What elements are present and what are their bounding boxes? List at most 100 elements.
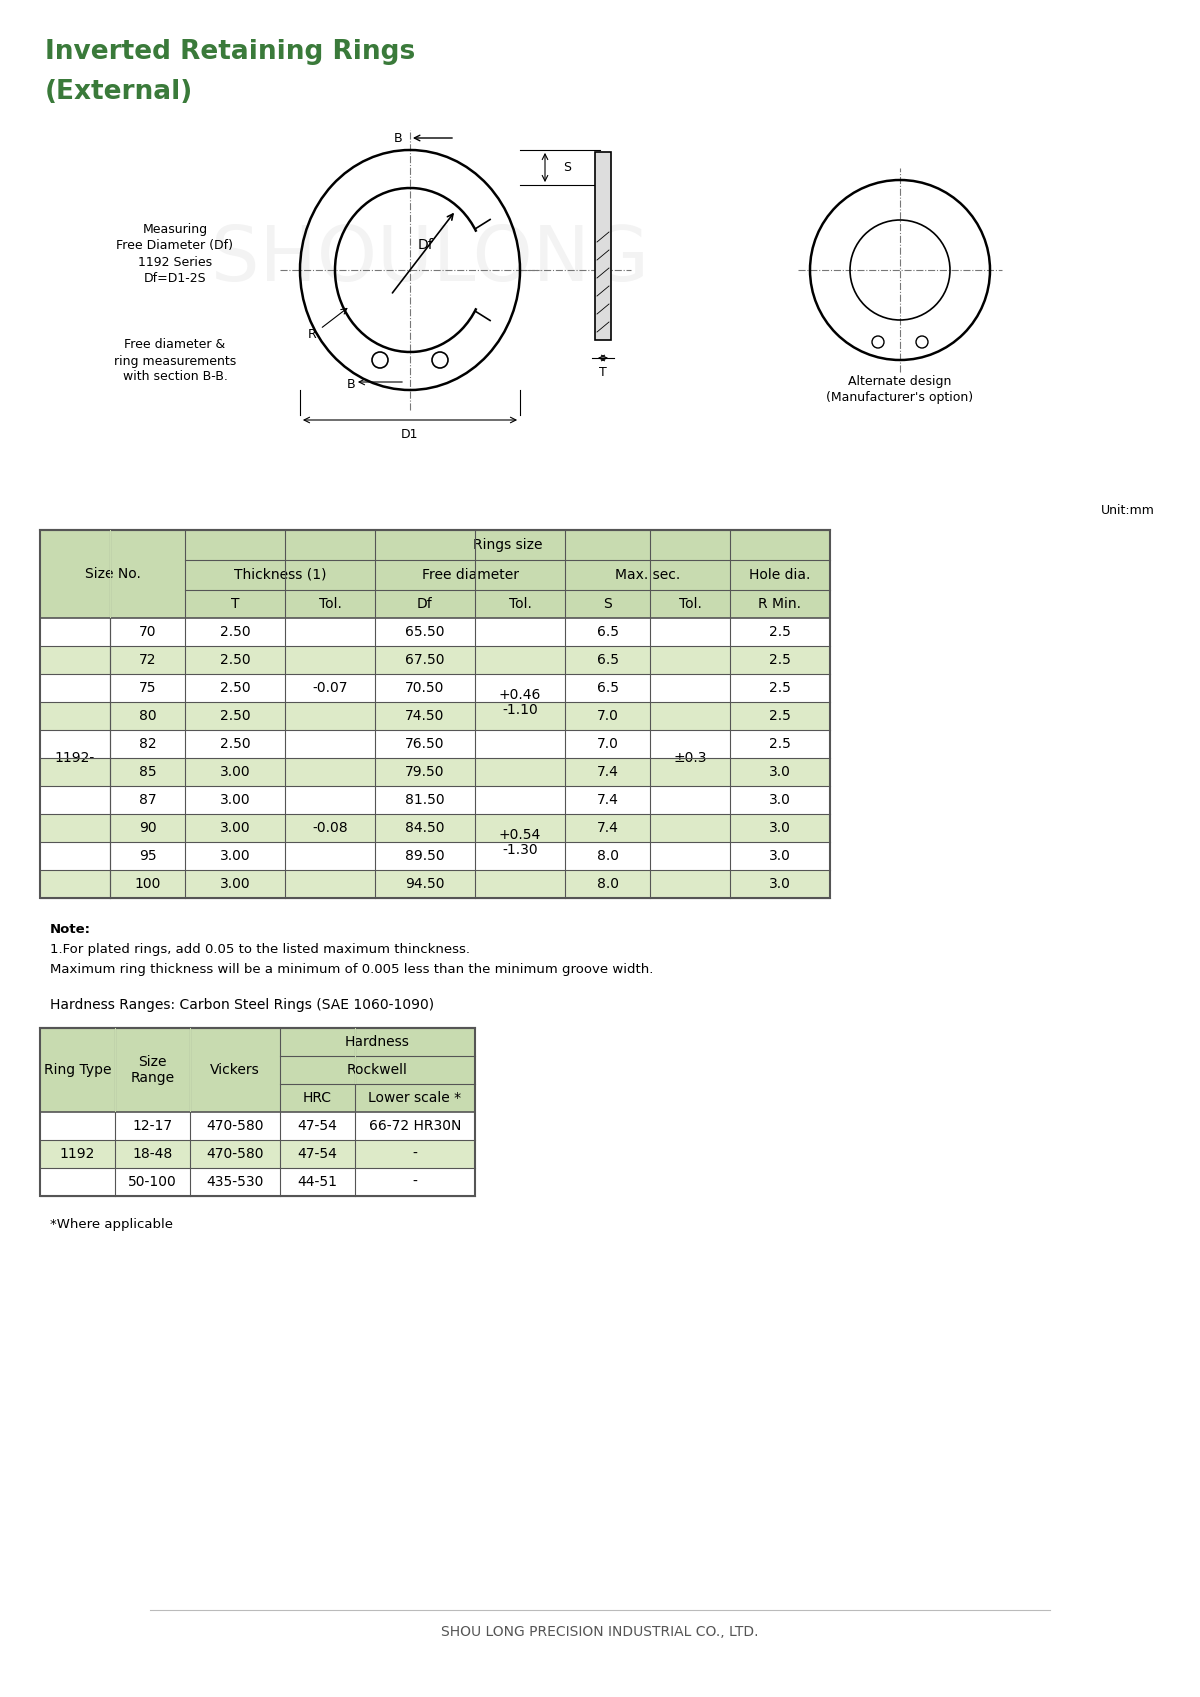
Bar xyxy=(280,1168,355,1196)
Text: 3.00: 3.00 xyxy=(220,792,251,808)
Text: T: T xyxy=(599,365,607,378)
Bar xyxy=(190,1028,280,1056)
Bar xyxy=(286,647,374,674)
Text: 3.0: 3.0 xyxy=(769,821,791,835)
Bar xyxy=(650,703,730,730)
Text: 1.For plated rings, add 0.05 to the listed maximum thinckness.: 1.For plated rings, add 0.05 to the list… xyxy=(50,944,470,955)
Bar xyxy=(40,1112,115,1140)
Bar xyxy=(650,786,730,815)
Bar xyxy=(40,1168,115,1196)
Bar xyxy=(115,1140,190,1168)
Bar xyxy=(730,591,830,618)
Text: 87: 87 xyxy=(139,792,156,808)
Text: 3.0: 3.0 xyxy=(769,792,791,808)
Bar xyxy=(374,618,475,647)
Bar xyxy=(286,618,374,647)
Text: Free diameter &: Free diameter & xyxy=(125,338,226,351)
Text: Df=D1-2S: Df=D1-2S xyxy=(144,272,206,285)
Text: 2.5: 2.5 xyxy=(769,709,791,723)
Bar xyxy=(110,842,185,871)
Text: -: - xyxy=(413,1147,418,1161)
Text: 2.50: 2.50 xyxy=(220,624,251,640)
Bar xyxy=(40,1028,475,1196)
Text: ring measurements: ring measurements xyxy=(114,355,236,368)
Text: Measuring: Measuring xyxy=(143,224,208,236)
Bar xyxy=(565,786,650,815)
Text: 435-530: 435-530 xyxy=(206,1174,264,1190)
Bar xyxy=(280,1112,355,1140)
Bar xyxy=(565,730,650,759)
Text: 75: 75 xyxy=(139,680,156,696)
Bar xyxy=(595,153,611,339)
Text: Note:: Note: xyxy=(50,923,91,937)
Text: Max. sec.: Max. sec. xyxy=(614,568,680,582)
Text: 89.50: 89.50 xyxy=(406,848,445,864)
Bar xyxy=(40,647,110,674)
Text: 100: 100 xyxy=(134,877,161,891)
Text: 1192: 1192 xyxy=(60,1147,95,1161)
Bar xyxy=(190,1168,280,1196)
Bar xyxy=(475,730,565,759)
Bar xyxy=(115,1112,190,1140)
Bar xyxy=(355,1056,475,1084)
Text: B: B xyxy=(394,131,402,144)
Text: 6.5: 6.5 xyxy=(596,624,618,640)
Text: Df: Df xyxy=(418,597,433,611)
Text: Inverted Retaining Rings: Inverted Retaining Rings xyxy=(46,39,415,64)
Text: Unit:mm: Unit:mm xyxy=(1102,504,1154,516)
Text: 2.50: 2.50 xyxy=(220,709,251,723)
Bar xyxy=(650,591,730,618)
Bar xyxy=(185,618,286,647)
Text: 3.00: 3.00 xyxy=(220,765,251,779)
Bar xyxy=(40,1084,115,1112)
Text: 2.5: 2.5 xyxy=(769,653,791,667)
Text: SHOULONG: SHOULONG xyxy=(211,222,649,297)
Bar xyxy=(286,759,374,786)
Bar xyxy=(650,618,730,647)
Text: 70: 70 xyxy=(139,624,156,640)
Text: +0.54: +0.54 xyxy=(499,828,541,842)
Text: S: S xyxy=(604,597,612,611)
Bar xyxy=(286,674,374,703)
Bar xyxy=(374,674,475,703)
Bar xyxy=(286,786,374,815)
Text: Tol.: Tol. xyxy=(318,597,342,611)
Bar xyxy=(355,1084,475,1112)
Text: -1.10: -1.10 xyxy=(502,703,538,718)
Bar xyxy=(40,1028,115,1056)
Text: -0.08: -0.08 xyxy=(312,821,348,835)
Text: 7.0: 7.0 xyxy=(596,709,618,723)
Bar xyxy=(730,674,830,703)
Text: Size No.: Size No. xyxy=(84,567,140,580)
Text: Tol.: Tol. xyxy=(509,597,532,611)
Text: 84.50: 84.50 xyxy=(406,821,445,835)
Bar xyxy=(185,529,830,560)
Text: Df: Df xyxy=(418,238,433,251)
Bar xyxy=(190,1056,280,1084)
Text: -1.30: -1.30 xyxy=(502,843,538,857)
Text: Rockwell: Rockwell xyxy=(347,1062,408,1078)
Bar xyxy=(355,1028,475,1056)
Bar xyxy=(730,815,830,842)
Bar xyxy=(185,759,286,786)
Text: 7.4: 7.4 xyxy=(596,792,618,808)
Bar xyxy=(185,815,286,842)
Bar xyxy=(109,529,112,618)
Text: Lower scale *: Lower scale * xyxy=(368,1091,462,1105)
Bar xyxy=(730,730,830,759)
Bar xyxy=(650,730,730,759)
Bar xyxy=(475,591,565,618)
Bar xyxy=(115,1028,190,1056)
Text: 85: 85 xyxy=(139,765,156,779)
Text: 12-17: 12-17 xyxy=(132,1118,173,1134)
Text: ±0.3: ±0.3 xyxy=(673,752,707,765)
Bar xyxy=(730,560,830,591)
Bar xyxy=(40,1140,115,1168)
Bar xyxy=(286,730,374,759)
Bar xyxy=(475,815,565,842)
Bar xyxy=(475,674,565,703)
Bar xyxy=(40,674,110,703)
Text: 72: 72 xyxy=(139,653,156,667)
Bar xyxy=(650,871,730,898)
Text: 3.00: 3.00 xyxy=(220,821,251,835)
